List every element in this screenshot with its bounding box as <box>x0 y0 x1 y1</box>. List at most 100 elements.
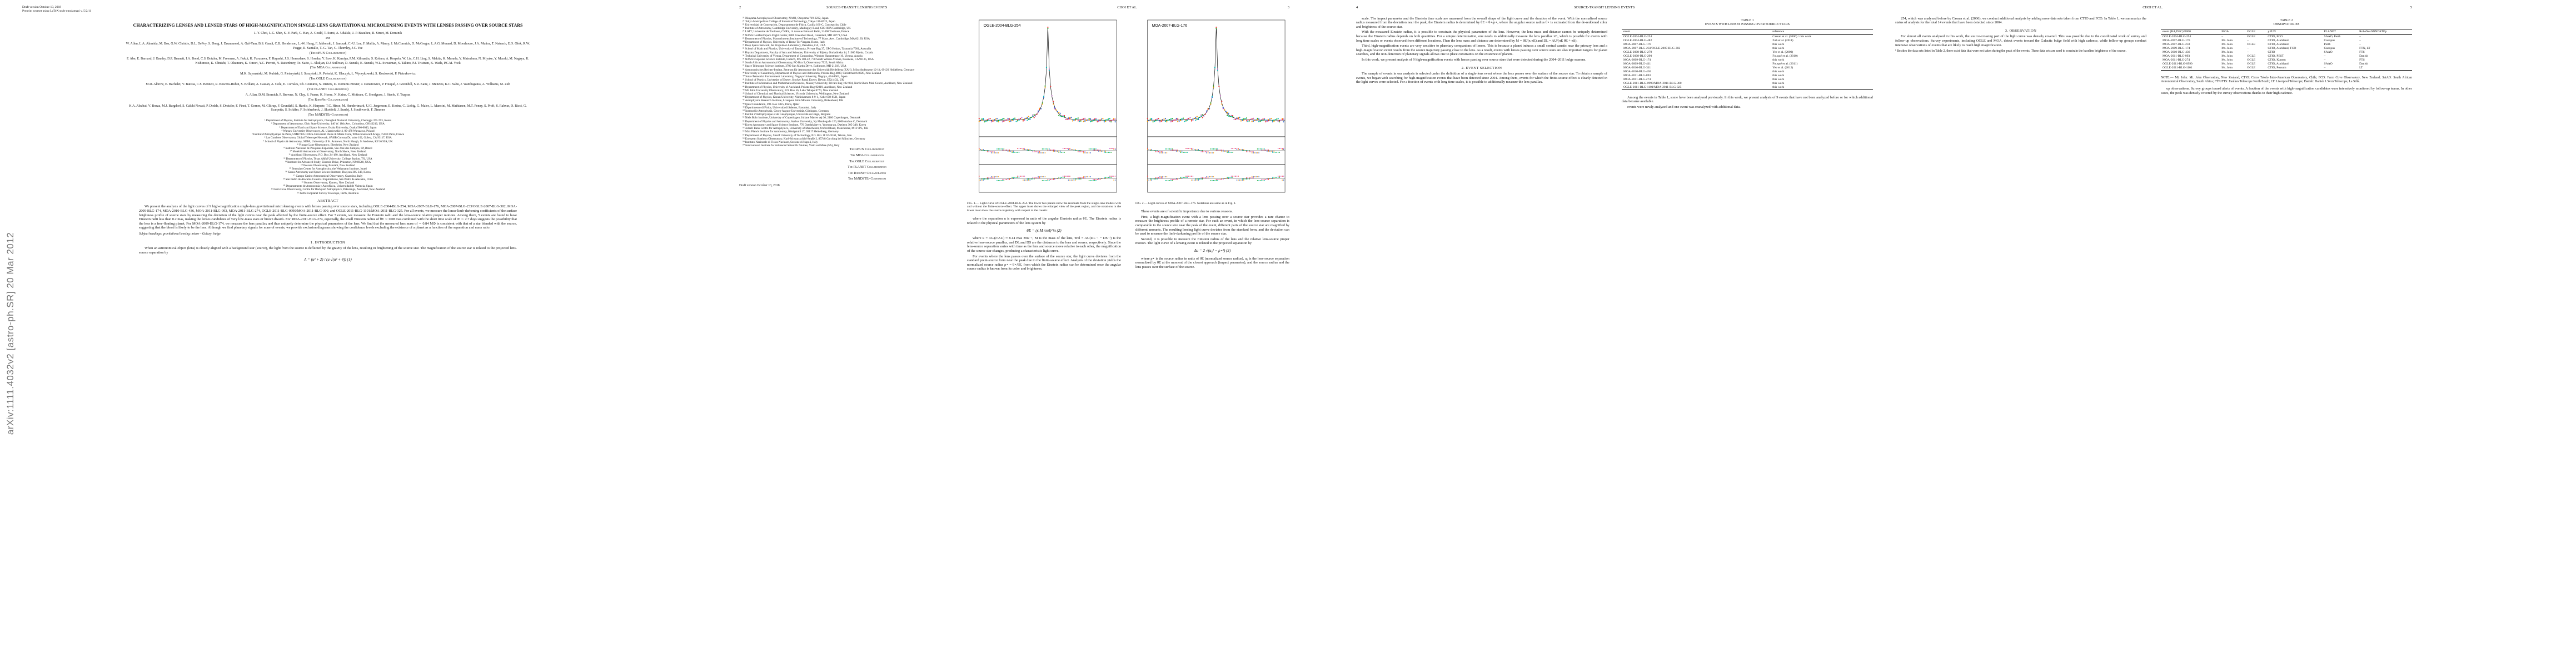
data-point <box>1114 118 1116 120</box>
affiliation: ¹⁷ Campo Catino Astronomical Observatory… <box>293 174 363 178</box>
residual-point <box>1079 177 1080 178</box>
column: MOA-2007-BLG-176 FIG. 2.— Light curves of… <box>1135 17 1289 271</box>
data-point <box>984 121 985 122</box>
data-point <box>1203 115 1205 117</box>
table-cell: Perth <box>2324 42 2331 46</box>
table-cell: – <box>2324 54 2326 58</box>
residual-point <box>1095 178 1097 180</box>
residual-point <box>1018 175 1020 177</box>
residual-point <box>1103 150 1105 152</box>
table-cell: Mt. John <box>2221 58 2233 62</box>
residual-point <box>1177 149 1179 151</box>
affiliation: ³⁹ University of Canterbury, Department … <box>743 71 881 75</box>
residual-point <box>1214 180 1215 181</box>
data-point <box>1018 119 1020 121</box>
residual-point <box>1196 148 1198 150</box>
residual-point <box>1180 151 1182 153</box>
residual-point <box>1094 149 1095 151</box>
residual-point <box>1113 179 1115 181</box>
residual-point <box>1253 151 1254 152</box>
residual-point <box>1172 180 1173 181</box>
residual-point <box>1000 148 1002 150</box>
data-point <box>1258 121 1260 122</box>
residual-point <box>1012 151 1013 153</box>
residual-point <box>1250 177 1252 178</box>
data-point <box>1001 118 1003 120</box>
affiliation: ⁵³ Department of Physics and Astronomy, … <box>743 120 868 123</box>
table-row: MOA-2010-BLG-436 Mt. John – CTIO SAAO FTS <box>2161 51 2412 54</box>
data-point <box>1268 120 1269 121</box>
table-row: MOA-2011-BLG-093 this work <box>1622 74 1873 78</box>
table-row: OGLE-2011-BLG-0990 Mt. John OGLE CTIO, Auck… <box>2161 62 2412 66</box>
table-cell: FTS <box>2359 58 2365 62</box>
residual-point <box>1046 148 1047 150</box>
residual-point <box>992 177 994 178</box>
residual-point <box>1270 150 1272 152</box>
residual-point <box>1210 152 1212 153</box>
residual-point <box>1024 147 1025 149</box>
residual-point <box>1014 151 1015 153</box>
data-point <box>1260 120 1263 121</box>
data-point <box>1242 118 1243 120</box>
residual-point <box>1195 148 1197 150</box>
residual-point <box>1105 150 1107 152</box>
table-cell: – <box>2359 34 2361 38</box>
residual-point <box>1033 177 1035 178</box>
affiliation: ⁸ Vintage Lane Observatory, Blenheim, Ne… <box>297 143 359 147</box>
residual-point <box>1255 176 1257 177</box>
data-point <box>1042 102 1043 103</box>
table-row: MOA-2010-BLG-311 Yee et al. (2012) <box>1622 66 1873 70</box>
residual-point <box>1033 151 1035 152</box>
table-row: OGLE-2008-BLG-290 Fouqué et al. (2010) <box>1622 54 1873 58</box>
data-point <box>1247 120 1249 122</box>
table-caption: OBSERVATORIES <box>2273 23 2300 27</box>
table-cell: OGLE-2008-BLG-279 <box>1623 50 1652 54</box>
panel-label: MOA-2007-BLG-176 <box>1152 24 1188 28</box>
residual-point <box>1001 178 1003 180</box>
residual-point <box>1239 179 1240 181</box>
header-text: SOURCE-TRANSIT LENSING EVENTS <box>826 6 888 9</box>
residual-point <box>1082 151 1083 152</box>
table-cell: this work <box>1772 58 1785 62</box>
table-cell: Danish <box>2359 54 2368 58</box>
residual-point <box>1206 176 1208 177</box>
residual-point <box>1064 176 1065 178</box>
residual-point <box>1064 175 1065 177</box>
data-point <box>1255 119 1257 121</box>
data-point <box>1181 119 1183 121</box>
residual-point <box>1074 178 1076 180</box>
data-point <box>990 121 993 122</box>
residual-point <box>989 151 991 152</box>
header-row: event reference <box>1622 28 1873 35</box>
residual-point <box>1192 147 1194 149</box>
table-cell: Yee et al. (2009) <box>1772 50 1793 54</box>
title: CHARACTERIZING LENSES AND LENSED STARS O… <box>133 23 523 28</box>
residual-point <box>1109 147 1110 149</box>
residual-point <box>1209 176 1210 177</box>
data-point <box>1099 118 1101 120</box>
residual-point <box>1276 176 1278 178</box>
data-point <box>1112 119 1113 121</box>
data-point <box>1151 117 1153 119</box>
table-block: TABLE 2 OBSERVATORIES event (RA,DEC)J2000 M… <box>2161 19 2412 71</box>
table-body: OGLE-2004-BLG-254 Cassan et al. (2006) / … <box>1622 34 1873 90</box>
data-point <box>988 119 990 121</box>
data-point <box>983 117 984 119</box>
residual-point <box>1206 177 1208 178</box>
equation: Δu = 2 √(u₀² − ρ⋆²) (3) <box>1194 248 1231 253</box>
residual-point <box>1093 149 1094 151</box>
residual-point <box>1172 178 1173 180</box>
residual-point <box>1047 148 1049 150</box>
residual-point <box>1069 148 1070 150</box>
residual-point <box>1218 178 1220 180</box>
data-point <box>1103 120 1105 121</box>
residual-point <box>1248 177 1250 178</box>
affiliation: ³² School of Math and Physics, Universit… <box>743 47 871 51</box>
data-point <box>1080 120 1082 122</box>
residual-point <box>1193 179 1195 181</box>
residual-point <box>1044 180 1046 181</box>
data-point <box>1166 120 1168 121</box>
data-point <box>998 120 999 121</box>
data-point <box>986 118 988 120</box>
residual-point <box>1173 178 1174 180</box>
